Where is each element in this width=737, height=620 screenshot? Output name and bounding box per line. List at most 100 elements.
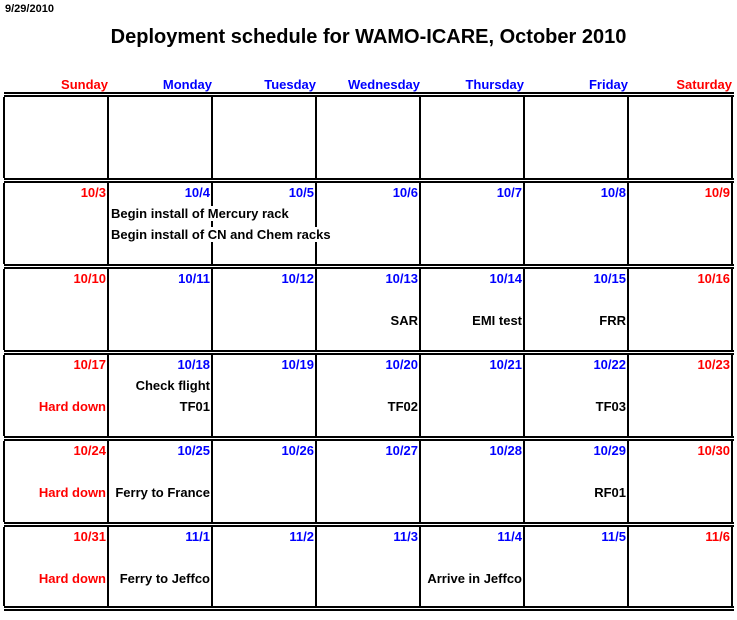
date-label: 11/1 xyxy=(185,529,210,544)
column-divider xyxy=(3,441,5,522)
row-divider xyxy=(4,436,734,441)
date-label: 11/6 xyxy=(705,529,730,544)
date-label: 10/28 xyxy=(489,443,522,458)
date-label: 10/9 xyxy=(704,185,730,200)
date-label: 10/25 xyxy=(177,443,210,458)
event-label: Begin install of CN and Chem racks xyxy=(111,227,333,242)
column-divider xyxy=(731,355,733,436)
date-label: 11/2 xyxy=(289,529,314,544)
event-label: EMI test xyxy=(472,313,522,328)
column-divider xyxy=(315,355,317,436)
column-divider xyxy=(419,97,421,178)
event-label: SAR xyxy=(390,313,418,328)
date-label: 11/5 xyxy=(601,529,626,544)
column-divider xyxy=(627,441,629,522)
column-divider xyxy=(3,527,5,606)
date-label: 10/5 xyxy=(288,185,314,200)
column-divider xyxy=(315,97,317,178)
column-divider xyxy=(315,183,317,264)
date-label: 10/30 xyxy=(697,443,730,458)
date-label: 10/17 xyxy=(73,357,106,372)
column-divider xyxy=(523,183,525,264)
date-label: 10/19 xyxy=(281,357,314,372)
column-divider xyxy=(627,183,629,264)
column-divider xyxy=(523,441,525,522)
column-divider xyxy=(211,97,213,178)
event-label: Hard down xyxy=(38,485,106,500)
date-label: 10/23 xyxy=(697,357,730,372)
column-divider xyxy=(523,355,525,436)
event-label: Arrive in Jeffco xyxy=(427,571,522,586)
date-label: 10/26 xyxy=(281,443,314,458)
page-title: Deployment schedule for WAMO-ICARE, Octo… xyxy=(110,26,627,48)
day-header-monday: Monday xyxy=(162,77,212,92)
column-divider xyxy=(107,355,109,436)
column-divider xyxy=(627,355,629,436)
event-label: Ferry to Jeffco xyxy=(119,571,210,586)
print-date: 9/29/2010 xyxy=(5,3,54,15)
date-label: 10/7 xyxy=(496,185,522,200)
date-label: 10/29 xyxy=(593,443,626,458)
date-label: 10/8 xyxy=(600,185,626,200)
column-divider xyxy=(211,441,213,522)
column-divider xyxy=(523,269,525,350)
row-divider xyxy=(4,264,734,269)
column-divider xyxy=(731,269,733,350)
row-divider xyxy=(4,178,734,183)
column-divider xyxy=(3,97,5,178)
date-label: 10/6 xyxy=(392,185,418,200)
date-label: 10/13 xyxy=(385,271,418,286)
column-divider xyxy=(315,441,317,522)
column-divider xyxy=(107,441,109,522)
event-label: TF01 xyxy=(179,399,210,414)
column-divider xyxy=(627,527,629,606)
date-label: 10/16 xyxy=(697,271,730,286)
column-divider xyxy=(627,269,629,350)
date-label: 10/21 xyxy=(489,357,522,372)
column-divider xyxy=(3,355,5,436)
date-label: 10/3 xyxy=(80,185,106,200)
row-divider xyxy=(4,522,734,527)
event-label: FRR xyxy=(599,313,626,328)
event-label: Ferry to France xyxy=(115,485,210,500)
day-header-wednesday: Wednesday xyxy=(347,77,420,92)
row-divider xyxy=(4,92,734,97)
date-label: 11/4 xyxy=(497,529,522,544)
column-divider xyxy=(419,269,421,350)
date-label: 11/3 xyxy=(393,529,418,544)
day-header-sunday: Sunday xyxy=(61,77,108,92)
date-label: 10/4 xyxy=(184,185,210,200)
event-label: RF01 xyxy=(594,485,626,500)
column-divider xyxy=(211,183,213,264)
column-divider xyxy=(523,527,525,606)
event-label: Begin install of Mercury rack xyxy=(111,206,291,221)
date-label: 10/14 xyxy=(489,271,522,286)
date-label: 10/15 xyxy=(593,271,626,286)
day-header-friday: Friday xyxy=(588,77,628,92)
date-label: 10/20 xyxy=(385,357,418,372)
column-divider xyxy=(731,183,733,264)
column-divider xyxy=(107,527,109,606)
column-divider xyxy=(419,527,421,606)
column-divider xyxy=(731,527,733,606)
column-divider xyxy=(211,355,213,436)
column-divider xyxy=(107,183,109,264)
day-header-tuesday: Tuesday xyxy=(264,77,316,92)
date-label: 10/18 xyxy=(177,357,210,372)
column-divider xyxy=(731,97,733,178)
row-divider xyxy=(4,350,734,355)
date-label: 10/31 xyxy=(73,529,106,544)
column-divider xyxy=(419,355,421,436)
column-divider xyxy=(419,441,421,522)
event-label: Check flight xyxy=(135,378,210,393)
day-header-thursday: Thursday xyxy=(465,77,524,92)
day-header-saturday: Saturday xyxy=(676,77,732,92)
event-label: Hard down xyxy=(38,399,106,414)
column-divider xyxy=(627,97,629,178)
event-label: TF02 xyxy=(387,399,418,414)
column-divider xyxy=(211,269,213,350)
date-label: 10/24 xyxy=(73,443,106,458)
date-label: 10/27 xyxy=(385,443,418,458)
event-label: Hard down xyxy=(38,571,106,586)
column-divider xyxy=(3,183,5,264)
